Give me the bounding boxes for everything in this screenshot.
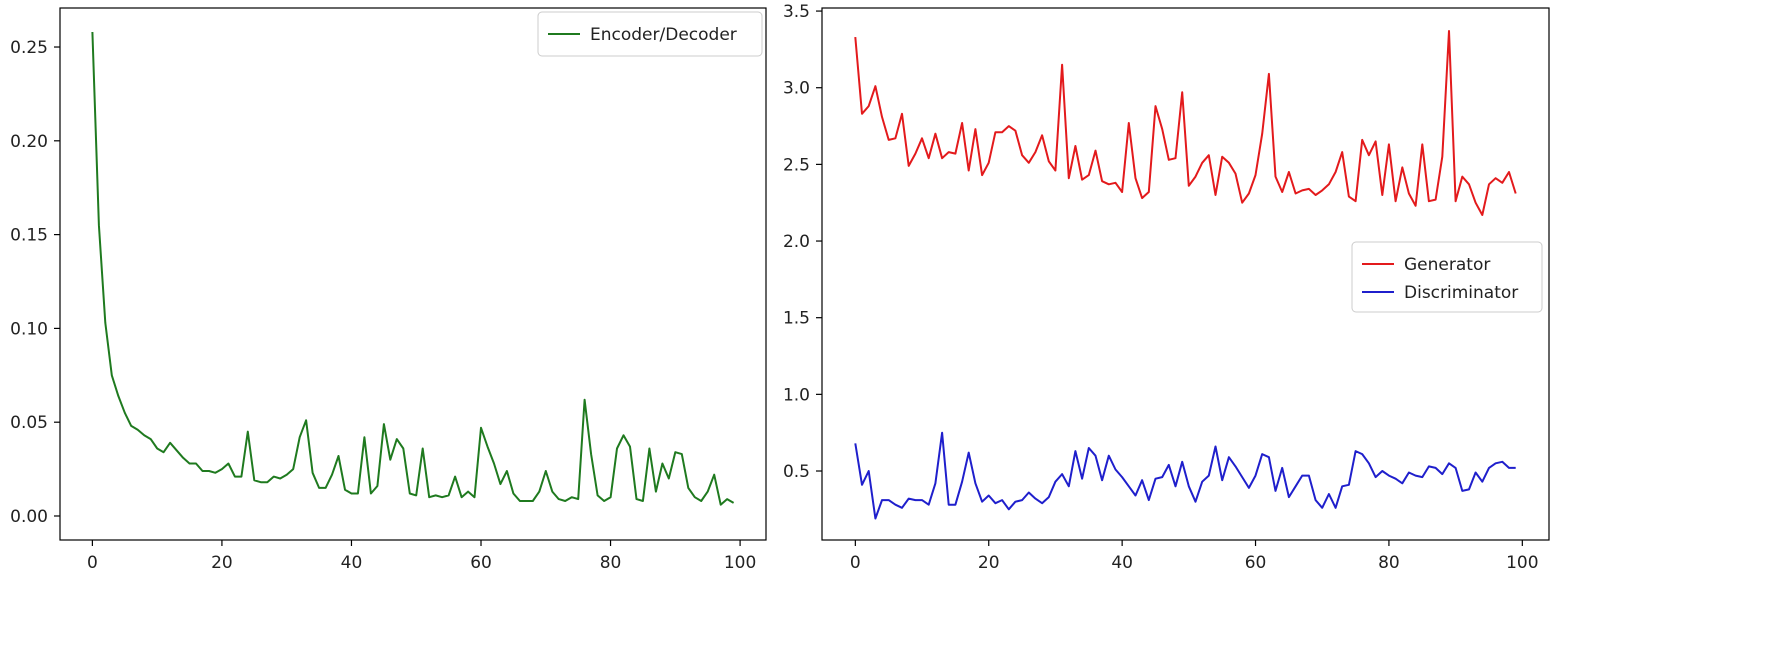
x-tick-label: 0 (850, 553, 861, 573)
y-tick-label: 0.5 (783, 462, 810, 482)
legend: Encoder/Decoder (537, 11, 763, 57)
y-tick-label: 0.05 (10, 413, 48, 433)
x-tick-label: 100 (724, 553, 756, 573)
encoder-decoder-loss-chart: 0.00 0.05 0.10 0.15 0.20 0.25 0 20 40 60 80 100 Enco… (10, 7, 767, 573)
y-tick-label: 2.0 (783, 232, 810, 252)
x-tick-label: 80 (1378, 553, 1400, 573)
plot-frame (821, 7, 1550, 541)
x-tick-label: 60 (470, 553, 492, 573)
y-tick-label: 0.25 (10, 38, 48, 58)
legend-label-generator: Generator (1404, 255, 1490, 275)
x-tick-label: 100 (1506, 553, 1538, 573)
y-tick-label: 0.10 (10, 319, 48, 339)
legend-label-encoder-decoder: Encoder/Decoder (590, 25, 737, 45)
gan-loss-chart: 0.5 1.0 1.5 2.0 2.5 3.0 3.5 0 20 40 60 80 100 Generat… (783, 2, 1550, 573)
plot-frame (59, 7, 767, 541)
encoder-decoder-line (91, 31, 735, 506)
y-tick-label: 1.0 (783, 385, 810, 405)
y-tick-label: 1.5 (783, 309, 810, 329)
x-tick-label: 20 (978, 553, 1000, 573)
legend-box (1351, 241, 1543, 313)
legend-label-discriminator: Discriminator (1404, 283, 1518, 303)
x-tick-label: 40 (1111, 553, 1133, 573)
y-tick-label: 0.15 (10, 226, 48, 246)
x-tick-label: 20 (211, 553, 233, 573)
legend-box (537, 11, 763, 57)
discriminator-line (854, 431, 1516, 520)
x-tick-label: 0 (87, 553, 98, 573)
x-tick-label: 80 (600, 553, 622, 573)
y-tick-label: 3.0 (783, 79, 810, 99)
x-tick-label: 60 (1245, 553, 1267, 573)
y-tick-label: 0.00 (10, 507, 48, 527)
generator-line (854, 30, 1517, 216)
y-tick-label: 3.5 (783, 2, 810, 22)
y-tick-label: 0.20 (10, 132, 48, 152)
x-tick-label: 40 (341, 553, 363, 573)
y-tick-label: 2.5 (783, 155, 810, 175)
legend: Generator Discriminator (1351, 241, 1543, 313)
